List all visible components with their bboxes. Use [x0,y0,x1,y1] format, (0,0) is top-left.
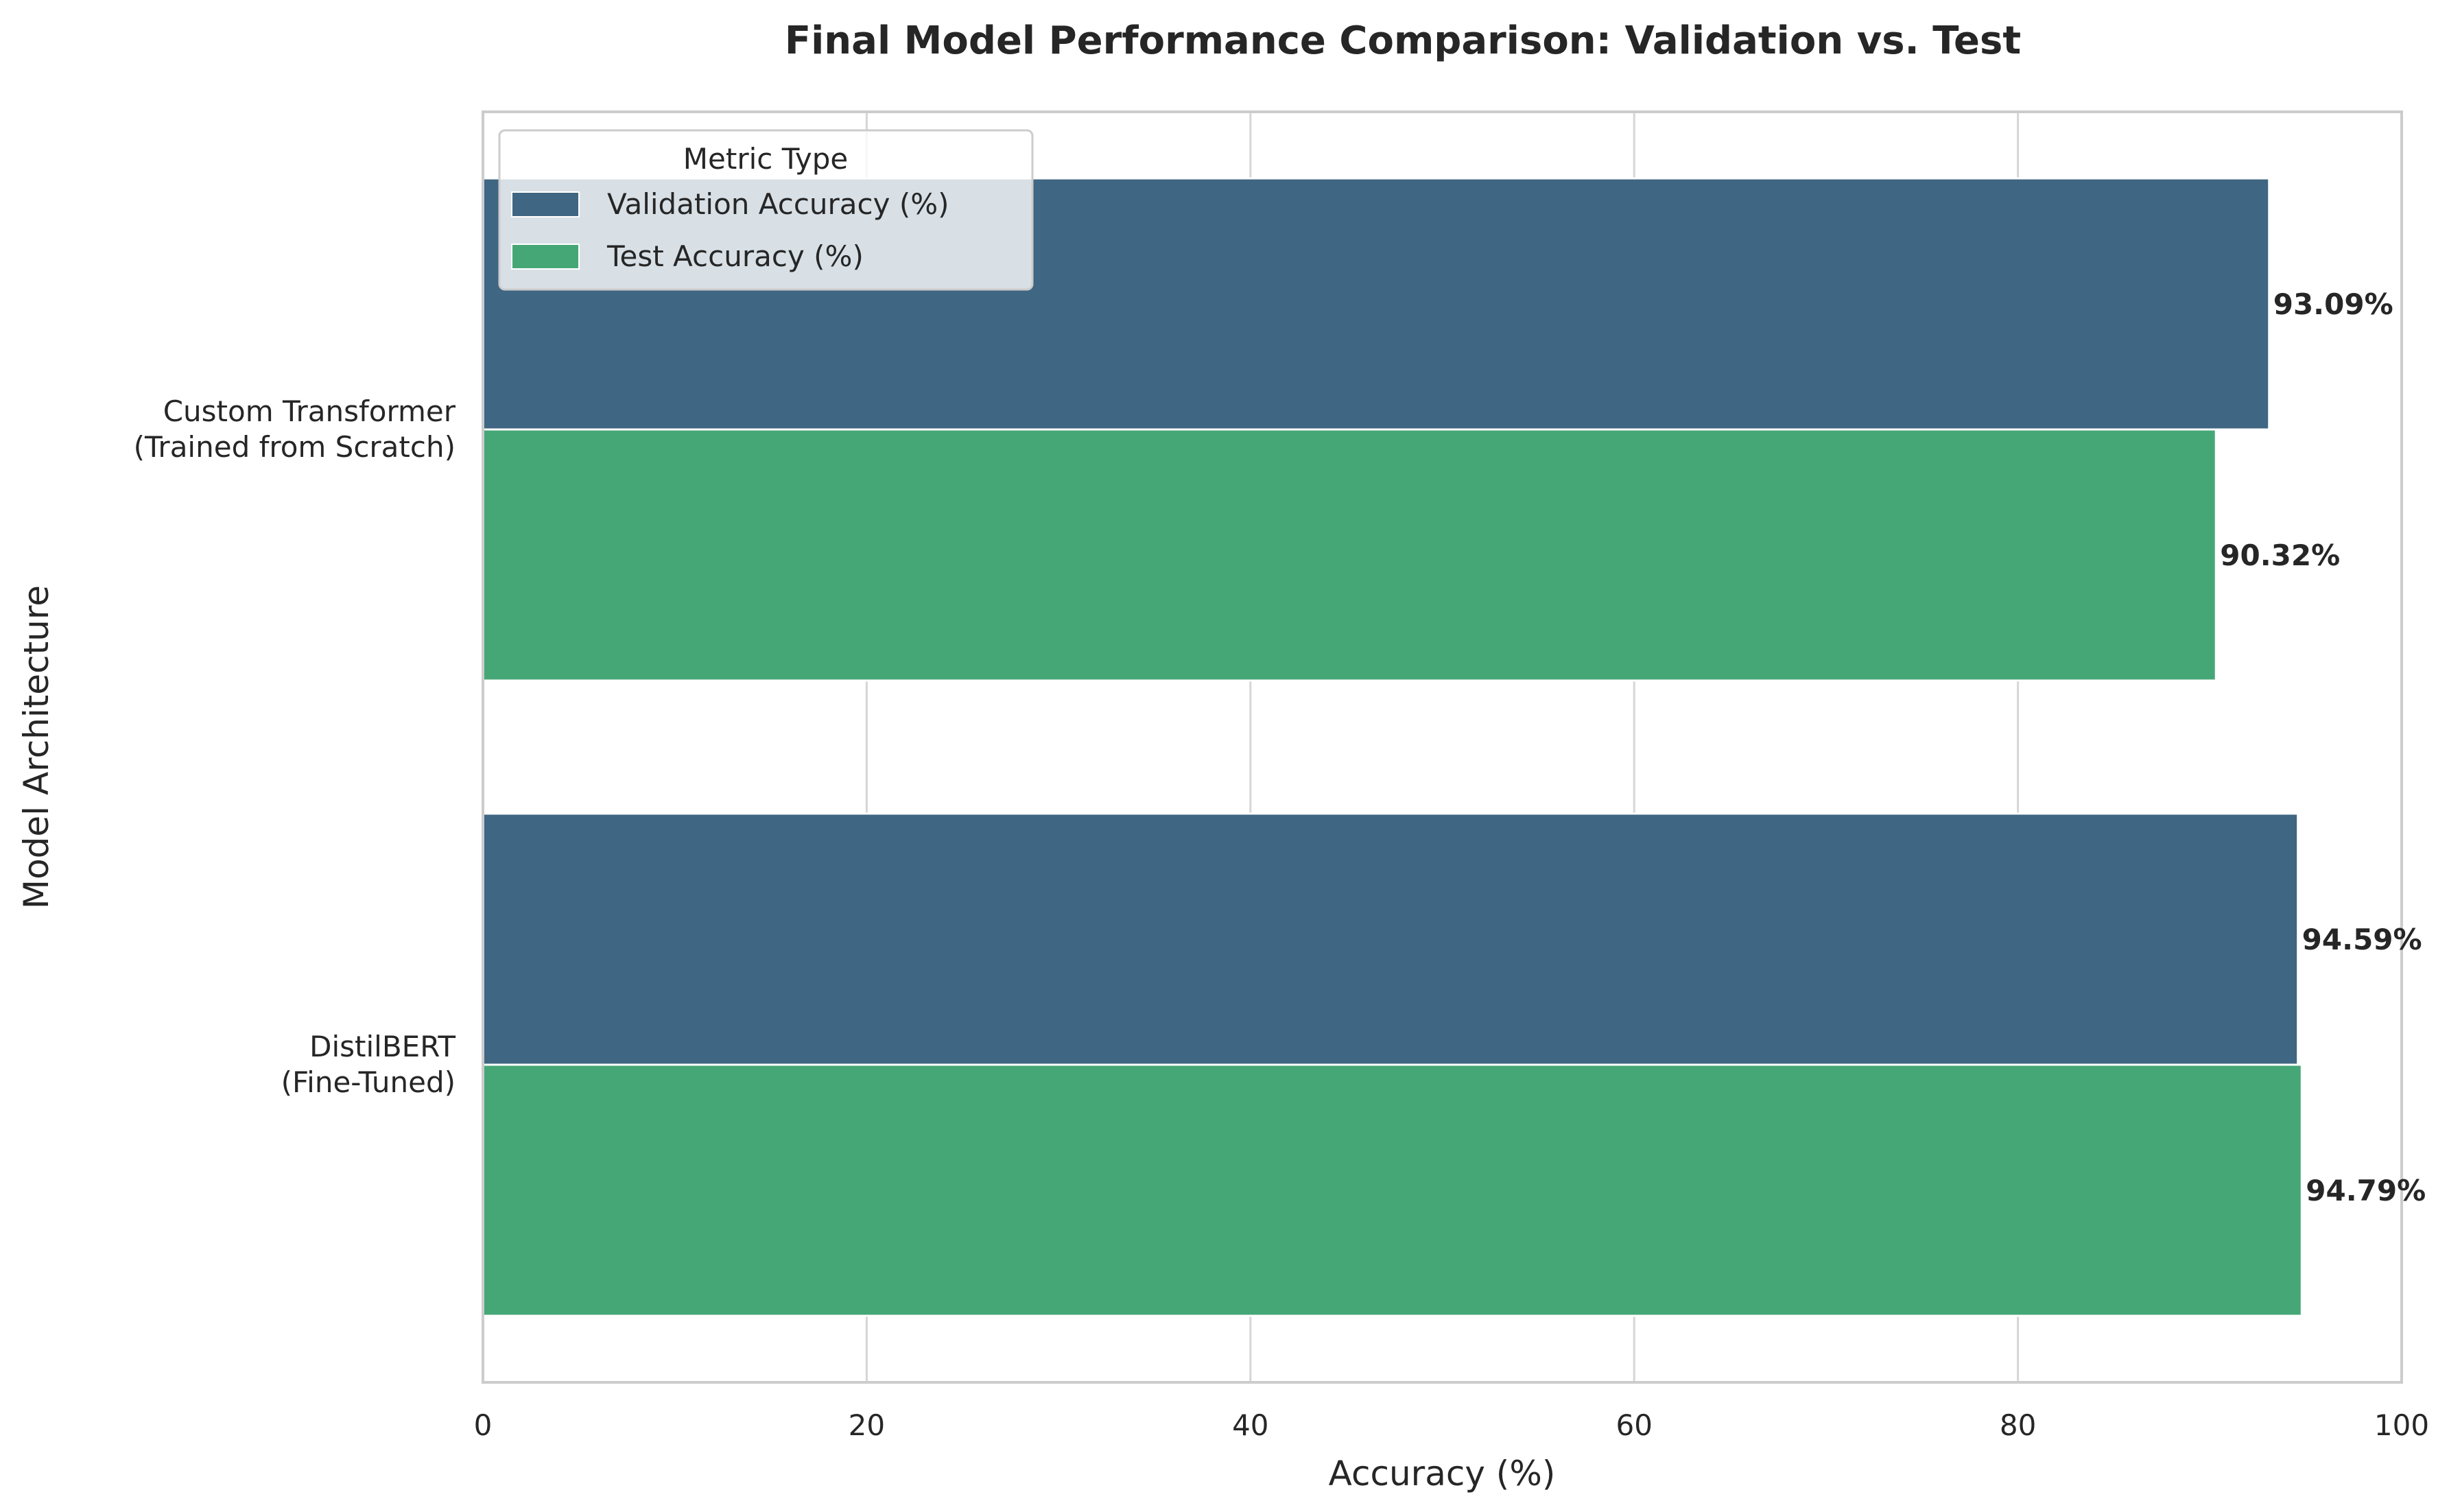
legend-label-test: Test Accuracy (%) [606,239,864,273]
legend-items: Validation Accuracy (%) Test Accuracy (%) [511,187,949,273]
x-tick-label-0: 0 [474,1408,493,1442]
x-axis-label: Accuracy (%) [1329,1454,1556,1493]
data-labels: 93.09% 90.32% 94.59% 94.79% [2220,287,2426,1207]
bar-test-0 [482,428,2217,682]
y-axis-label: Model Architecture [16,585,56,909]
bar-test-1 [482,1063,2303,1317]
x-tick-label-60: 60 [1616,1408,1652,1442]
legend-swatch-test [511,244,580,270]
x-tick-label-100: 100 [2374,1408,2429,1442]
plot-frame [482,110,2403,1384]
bars [482,177,2303,1317]
bar-validation-1 [482,812,2299,1066]
y-category-label-0: Custom Transformer (Trained from Scratch) [134,394,456,464]
data-label-validation-0: 93.09% [2273,287,2393,321]
legend: Metric Type Validation Accuracy (%) Test … [498,129,1034,291]
x-tick-label-80: 80 [2000,1408,2036,1442]
data-label-test-1: 94.79% [2306,1174,2426,1207]
y-categories: Custom Transformer (Trained from Scratch)… [134,394,456,1099]
data-label-test-0: 90.32% [2220,539,2340,572]
x-tick-label-40: 40 [1232,1408,1268,1442]
legend-label-validation: Validation Accuracy (%) [607,187,949,221]
legend-swatch-validation [511,191,580,217]
legend-title: Metric Type [683,142,848,176]
chart-title: Final Model Performance Comparison: Vali… [785,19,2021,63]
legend-box [498,129,1034,291]
x-tick-label-20: 20 [849,1408,885,1442]
y-category-label-1: DistilBERT (Fine-Tuned) [281,1030,456,1099]
data-label-validation-1: 94.59% [2302,923,2422,956]
x-ticks: 0 20 40 60 80 100 [474,1408,2429,1442]
